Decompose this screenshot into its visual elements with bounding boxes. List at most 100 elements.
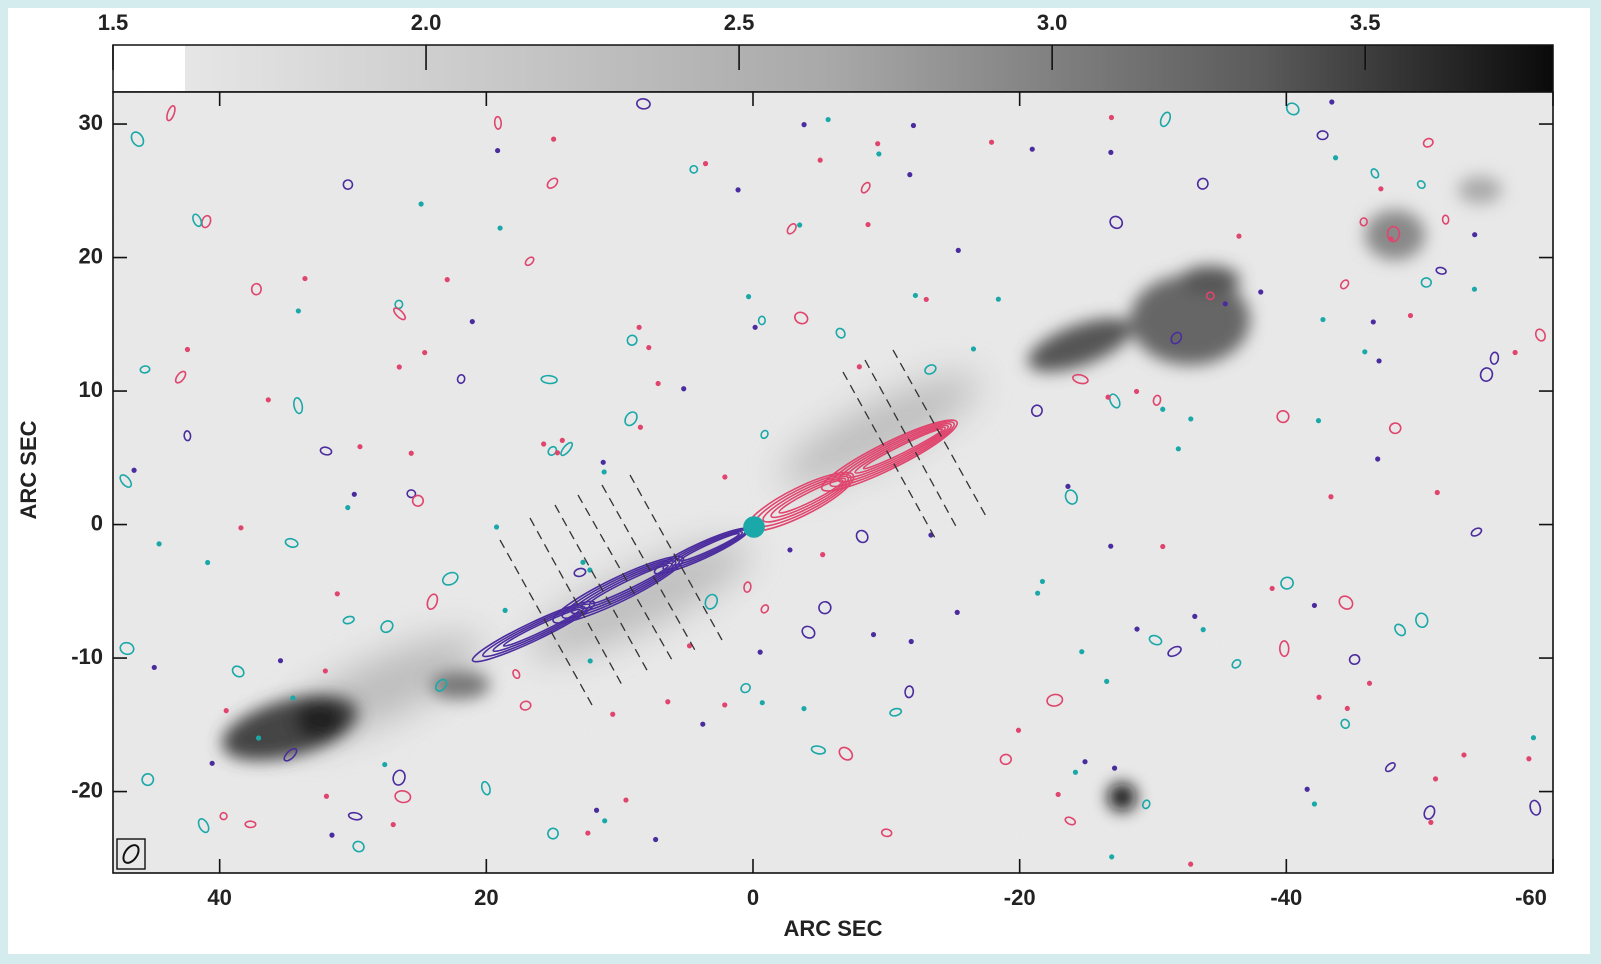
speck bbox=[580, 559, 586, 565]
colorbar-tick-label: 1.5 bbox=[98, 10, 129, 35]
speck bbox=[1141, 799, 1151, 810]
speck bbox=[1188, 416, 1194, 422]
speck bbox=[265, 397, 271, 403]
jet-contour bbox=[561, 557, 681, 620]
speck bbox=[201, 214, 212, 229]
speck bbox=[970, 346, 977, 352]
speck bbox=[322, 668, 328, 674]
speck bbox=[347, 811, 363, 821]
x-tick-label: -40 bbox=[1270, 885, 1302, 910]
speck bbox=[593, 807, 600, 813]
speck bbox=[1388, 236, 1394, 242]
speck bbox=[1109, 854, 1115, 860]
speck bbox=[130, 131, 145, 147]
speck bbox=[665, 699, 671, 705]
speck bbox=[1422, 137, 1434, 148]
speck bbox=[139, 365, 151, 374]
speck bbox=[1315, 418, 1322, 424]
speck bbox=[681, 386, 687, 392]
speck bbox=[1035, 590, 1041, 596]
speck bbox=[284, 537, 299, 548]
speck bbox=[923, 296, 929, 303]
speck bbox=[623, 797, 629, 803]
speck bbox=[352, 840, 365, 853]
speck bbox=[1332, 155, 1339, 161]
speck bbox=[357, 444, 363, 450]
speck bbox=[1362, 349, 1368, 355]
speck bbox=[636, 324, 642, 330]
speck bbox=[820, 552, 826, 558]
speck bbox=[995, 296, 1001, 302]
speck bbox=[441, 571, 459, 586]
speck bbox=[223, 708, 229, 714]
speck bbox=[392, 769, 406, 786]
speck bbox=[637, 424, 644, 430]
speck bbox=[587, 658, 593, 664]
speck bbox=[205, 559, 211, 566]
speck bbox=[1175, 446, 1181, 452]
speck bbox=[1534, 328, 1546, 342]
speck bbox=[1280, 576, 1294, 590]
jet-contour bbox=[679, 532, 740, 562]
speck bbox=[390, 821, 396, 828]
speck bbox=[910, 122, 917, 129]
speck bbox=[541, 441, 547, 447]
speck bbox=[502, 607, 508, 613]
speck bbox=[904, 685, 915, 699]
speck bbox=[1479, 367, 1494, 382]
y-tick-label: -10 bbox=[71, 644, 103, 669]
speck bbox=[757, 649, 763, 655]
speck bbox=[1394, 623, 1407, 637]
speck bbox=[1320, 316, 1326, 323]
speck bbox=[1029, 146, 1035, 152]
speck bbox=[351, 491, 357, 497]
jet-contour bbox=[829, 421, 955, 488]
x-tick-label: -20 bbox=[1004, 885, 1036, 910]
core bbox=[743, 516, 765, 538]
speck bbox=[174, 370, 187, 384]
speck bbox=[1311, 801, 1318, 807]
speck bbox=[600, 459, 606, 465]
speck bbox=[912, 292, 919, 299]
speck bbox=[908, 638, 914, 645]
jet-contour bbox=[845, 424, 950, 479]
speck bbox=[1366, 680, 1373, 686]
speck bbox=[876, 151, 882, 157]
speck bbox=[889, 707, 903, 717]
speck bbox=[131, 467, 137, 473]
speck bbox=[334, 591, 340, 597]
speck bbox=[624, 411, 638, 427]
speck bbox=[752, 324, 758, 330]
y-tick-label: 0 bbox=[91, 510, 103, 535]
slice-lines bbox=[499, 349, 988, 706]
x-tick-label: 40 bbox=[207, 885, 231, 910]
speck bbox=[1159, 111, 1172, 128]
speck bbox=[655, 380, 661, 387]
speck bbox=[1359, 217, 1368, 227]
speck bbox=[480, 780, 491, 796]
speck bbox=[1064, 816, 1077, 826]
speck bbox=[495, 147, 501, 154]
speck bbox=[329, 832, 335, 838]
speck bbox=[1316, 694, 1322, 700]
noise-contours bbox=[119, 98, 1546, 867]
speck bbox=[653, 836, 659, 843]
speck bbox=[1079, 649, 1085, 655]
speck bbox=[1196, 177, 1209, 190]
speck bbox=[1133, 388, 1140, 395]
speck bbox=[1082, 759, 1088, 765]
speck bbox=[585, 830, 591, 836]
speck bbox=[1378, 186, 1384, 192]
speck bbox=[1348, 653, 1361, 665]
speck bbox=[1441, 214, 1450, 225]
speck bbox=[183, 430, 192, 442]
speck bbox=[835, 327, 846, 339]
speck bbox=[392, 307, 407, 321]
speck bbox=[955, 247, 961, 253]
speck bbox=[722, 702, 728, 708]
plot-frame bbox=[112, 91, 1554, 874]
speck bbox=[1416, 180, 1426, 190]
speck bbox=[1065, 483, 1071, 490]
speck bbox=[184, 346, 191, 353]
